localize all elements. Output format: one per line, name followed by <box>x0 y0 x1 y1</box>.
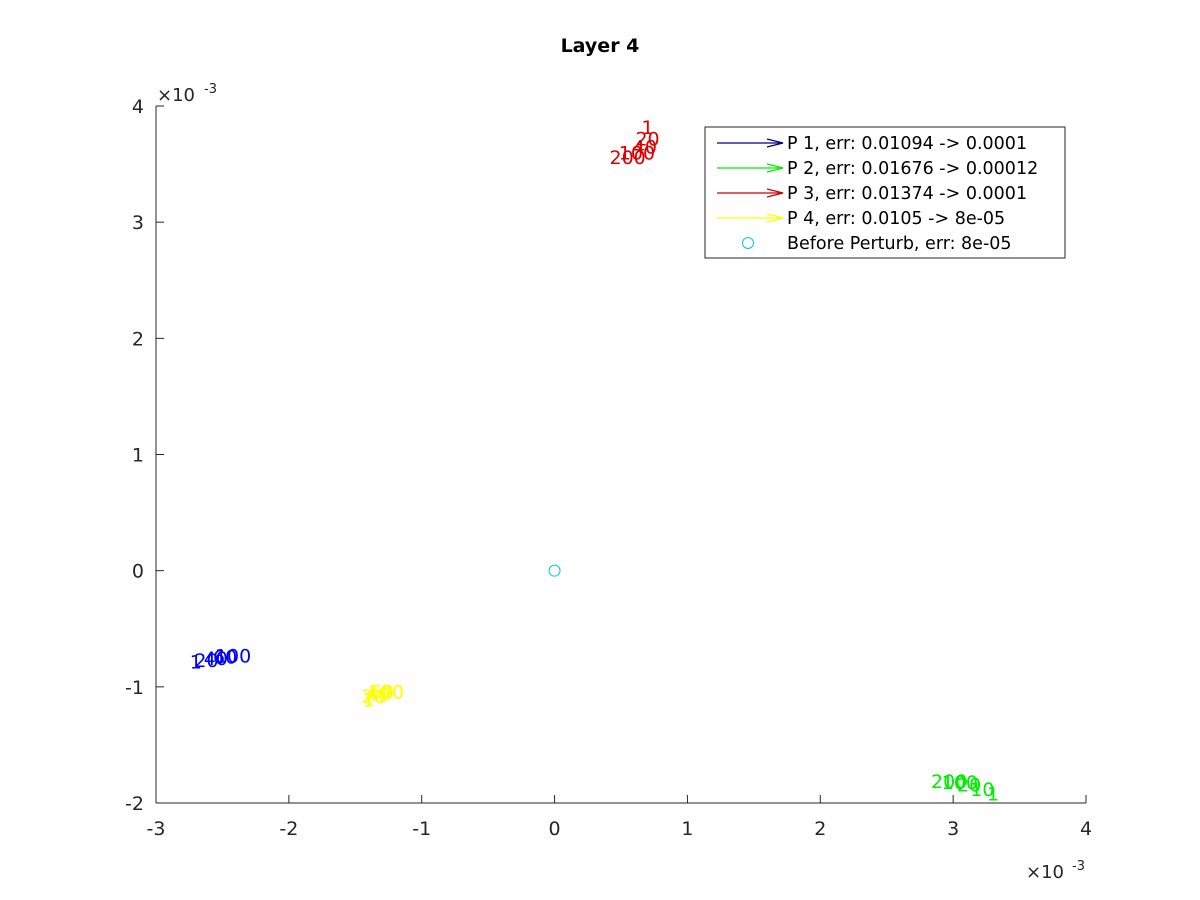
y-tick-label: 1 <box>132 445 144 467</box>
legend-label: P 3, err: 0.01374 -> 0.0001 <box>787 184 1027 204</box>
legend-arrowhead-icon <box>766 138 784 148</box>
x-exponent-label: ×10 -3 <box>1026 859 1085 883</box>
legend-item: Before Perturb, err: 8e-05 <box>742 234 1012 254</box>
point-label: 20 <box>957 774 981 796</box>
point-label: 200 <box>610 147 646 169</box>
point-label: 10 <box>970 779 994 801</box>
point-label: 40 <box>366 684 390 706</box>
x-tick-label: 2 <box>814 818 826 840</box>
data-points: 1204060100110201002001204010020012040601… <box>190 117 999 806</box>
y-tick-label: 2 <box>132 328 144 350</box>
point-label: 1 <box>363 690 375 712</box>
legend-item: P 3, err: 0.01374 -> 0.0001 <box>717 184 1027 204</box>
legend-label: P 1, err: 0.01094 -> 0.0001 <box>787 134 1027 154</box>
point-label: 1 <box>190 651 202 673</box>
x-tick-label: 1 <box>681 818 693 840</box>
y-tick-label: -1 <box>125 677 144 699</box>
point-label: 1 <box>642 117 654 139</box>
legend-label: P 4, err: 0.0105 -> 8e-05 <box>787 209 1005 229</box>
legend-item: P 1, err: 0.01094 -> 0.0001 <box>717 134 1027 154</box>
y-tick-label: 4 <box>132 96 144 118</box>
x-tick-label: 4 <box>1080 818 1092 840</box>
point-label: 100 <box>368 681 404 703</box>
y-tick-label: -2 <box>125 793 144 815</box>
svg-text:-3: -3 <box>1072 859 1085 874</box>
legend-item: P 2, err: 0.01676 -> 0.00012 <box>717 159 1038 179</box>
chart-title: Layer 4 <box>561 35 640 57</box>
x-tick-label: 3 <box>947 818 959 840</box>
x-tick-label: -1 <box>412 818 431 840</box>
x-tick-label: -3 <box>147 818 166 840</box>
legend: P 1, err: 0.01094 -> 0.0001 P 2, err: 0.0… <box>704 126 1066 259</box>
point-label: 60 <box>370 681 394 703</box>
point-label: 100 <box>942 772 978 794</box>
point-label: 20 <box>635 129 659 151</box>
point-label: 60 <box>213 647 237 669</box>
point-label: 20 <box>194 650 218 672</box>
y-exponent-label: ×10 -3 <box>157 82 217 106</box>
legend-circle-icon <box>742 237 754 249</box>
legend-item: P 4, err: 0.0105 -> 8e-05 <box>717 209 1005 229</box>
before-perturb-marker <box>548 564 561 577</box>
legend-arrowhead-icon <box>766 163 784 173</box>
point-label: 200 <box>931 771 967 793</box>
legend-arrowhead-icon <box>766 188 784 198</box>
series-5 <box>548 564 561 577</box>
y-tick-label: 0 <box>132 561 144 583</box>
legend-label: Before Perturb, err: 8e-05 <box>787 234 1012 254</box>
y-tick-label: 3 <box>132 212 144 234</box>
legend-arrowhead-icon <box>766 213 784 223</box>
legend-label: P 2, err: 0.01676 -> 0.00012 <box>787 159 1038 179</box>
point-label: 1 <box>987 784 999 806</box>
point-label: 100 <box>215 645 251 667</box>
point-label: 40 <box>204 648 228 670</box>
x-tick-label: 0 <box>549 818 561 840</box>
svg-text:×10: ×10 <box>157 85 195 106</box>
point-label: 40 <box>633 137 657 159</box>
x-tick-label: -2 <box>279 818 298 840</box>
point-label: 100 <box>619 142 655 164</box>
point-label: 20 <box>362 686 386 708</box>
svg-text:-3: -3 <box>204 82 217 97</box>
svg-text:×10: ×10 <box>1026 862 1064 883</box>
